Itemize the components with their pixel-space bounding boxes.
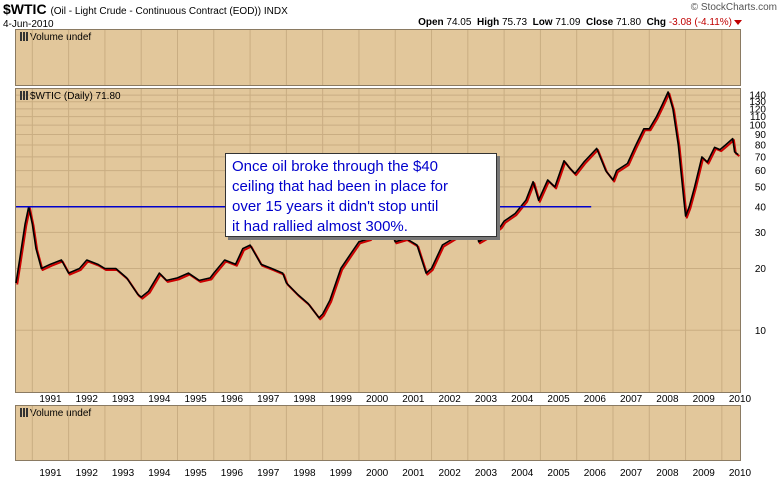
x-tick-label: 1998 [293,468,316,479]
annotation-line-3: over 15 years it didn't stop until [232,198,439,215]
x-tick-label: 2000 [366,468,389,479]
y-tick-label: 10 [755,326,767,337]
x-tick-label: 2002 [439,468,462,479]
x-tick-label: 2005 [547,468,570,479]
x-tick-label: 2004 [511,468,534,479]
x-tick-label: 1996 [221,394,244,405]
top-volume-label: Volume undef [20,32,91,43]
x-tick-label: 2004 [511,394,534,405]
price-label: $WTIC (Daily) 71.80 [20,91,121,102]
bars-icon [20,408,28,417]
x-tick-label: 2010 [729,394,752,405]
y-tick-label: 90 [755,130,767,141]
annotation-line-4: it had rallied almost 300%. [232,218,408,235]
x-tick-label: 1993 [112,394,135,405]
x-tick-label: 1994 [148,468,171,479]
high-label: High [477,17,500,28]
x-tick-label: 1992 [76,468,99,479]
annotation-line-2: ceiling that had been in place for [232,178,448,195]
annotation-line-1: Once oil broke through the $40 [232,158,438,175]
x-tick-label: 2009 [693,394,716,405]
y-tick-label: 80 [755,141,767,152]
quote-summary: Open 74.05 High 75.73 Low 71.09 Close 71… [418,17,742,28]
x-tick-label: 1991 [39,394,62,405]
x-tick-label: 1991 [39,468,62,479]
x-tick-label: 2008 [656,394,679,405]
y-tick-label: 110 [750,112,766,123]
x-tick-label: 2007 [620,468,643,479]
y-tick-label: 130 [749,97,766,108]
x-tick-label: 2008 [656,468,679,479]
symbol-description: (Oil - Light Crude - Continuous Contract… [50,6,288,17]
low-label: Low [532,17,553,28]
x-tick-label: 1996 [221,468,244,479]
down-triangle-icon [734,19,742,25]
open-value: 74.05 [446,17,472,28]
x-axis-ticks-bottom: 1991 1992 1993 1994 1995 1996 1997 1998 1999 2000… [39,468,751,479]
x-tick-label: 2000 [366,394,389,405]
y-tick-label: 50 [755,182,767,193]
x-tick-label: 1992 [76,394,99,405]
x-tick-label: 1998 [293,394,316,405]
x-tick-label: 1995 [185,394,208,405]
x-tick-label: 1995 [185,468,208,479]
x-tick-label: 1997 [257,468,280,479]
high-value: 75.73 [502,17,528,28]
x-tick-label: 2006 [584,468,607,479]
price-panel: $WTIC (Daily) 71.80 [15,88,741,393]
chg-label: Chg [646,17,667,28]
x-tick-label: 1997 [257,394,280,405]
x-tick-label: 2002 [439,394,462,405]
price-line [15,91,739,319]
bottom-volume-panel: Volume undef [15,405,741,461]
close-label: Close [585,17,614,28]
low-value: 71.09 [555,17,581,28]
x-tick-label: 2007 [620,394,643,405]
y-tick-label: 20 [755,264,767,275]
symbol: $WTIC [3,1,47,17]
open-label: Open [418,17,444,28]
y-tick-label: 140 [749,91,766,102]
top-volume-panel: Volume undef [15,29,741,86]
x-tick-label: 1999 [330,468,353,479]
bottom-volume-label: Volume undef [20,408,91,419]
y-tick-label: 60 [755,166,767,177]
x-tick-label: 2009 [693,468,716,479]
bars-icon [20,91,28,100]
annotation-box: Once oil broke through the $40 ceiling t… [225,153,497,237]
x-tick-label: 2005 [547,394,570,405]
x-tick-label: 2010 [729,468,752,479]
x-tick-label: 2001 [402,468,425,479]
x-tick-label: 2003 [475,394,498,405]
brand-watermark: © StockCharts.com [690,2,777,13]
y-tick-label: 120 [749,104,766,115]
chart-title: $WTIC (Oil - Light Crude - Continuous Co… [3,1,288,17]
chg-value: -3.08 (-4.11%) [668,17,732,28]
x-tick-label: 2006 [584,394,607,405]
x-tick-label: 2001 [402,394,425,405]
close-value: 71.80 [615,17,642,28]
y-tick-label: 40 [755,202,767,213]
x-tick-label: 1994 [148,394,171,405]
y-tick-label: 70 [755,152,767,163]
x-tick-label: 1993 [112,468,135,479]
bars-icon [20,32,28,41]
x-tick-label: 2003 [475,468,498,479]
y-tick-label: 100 [749,121,766,132]
chart-date: 4-Jun-2010 [3,19,54,30]
x-axis-ticks: 1991 1992 1993 1994 1995 1996 1997 1998 1999 2000… [39,394,751,405]
y-tick-label: 30 [755,228,767,239]
x-tick-label: 1999 [330,394,353,405]
